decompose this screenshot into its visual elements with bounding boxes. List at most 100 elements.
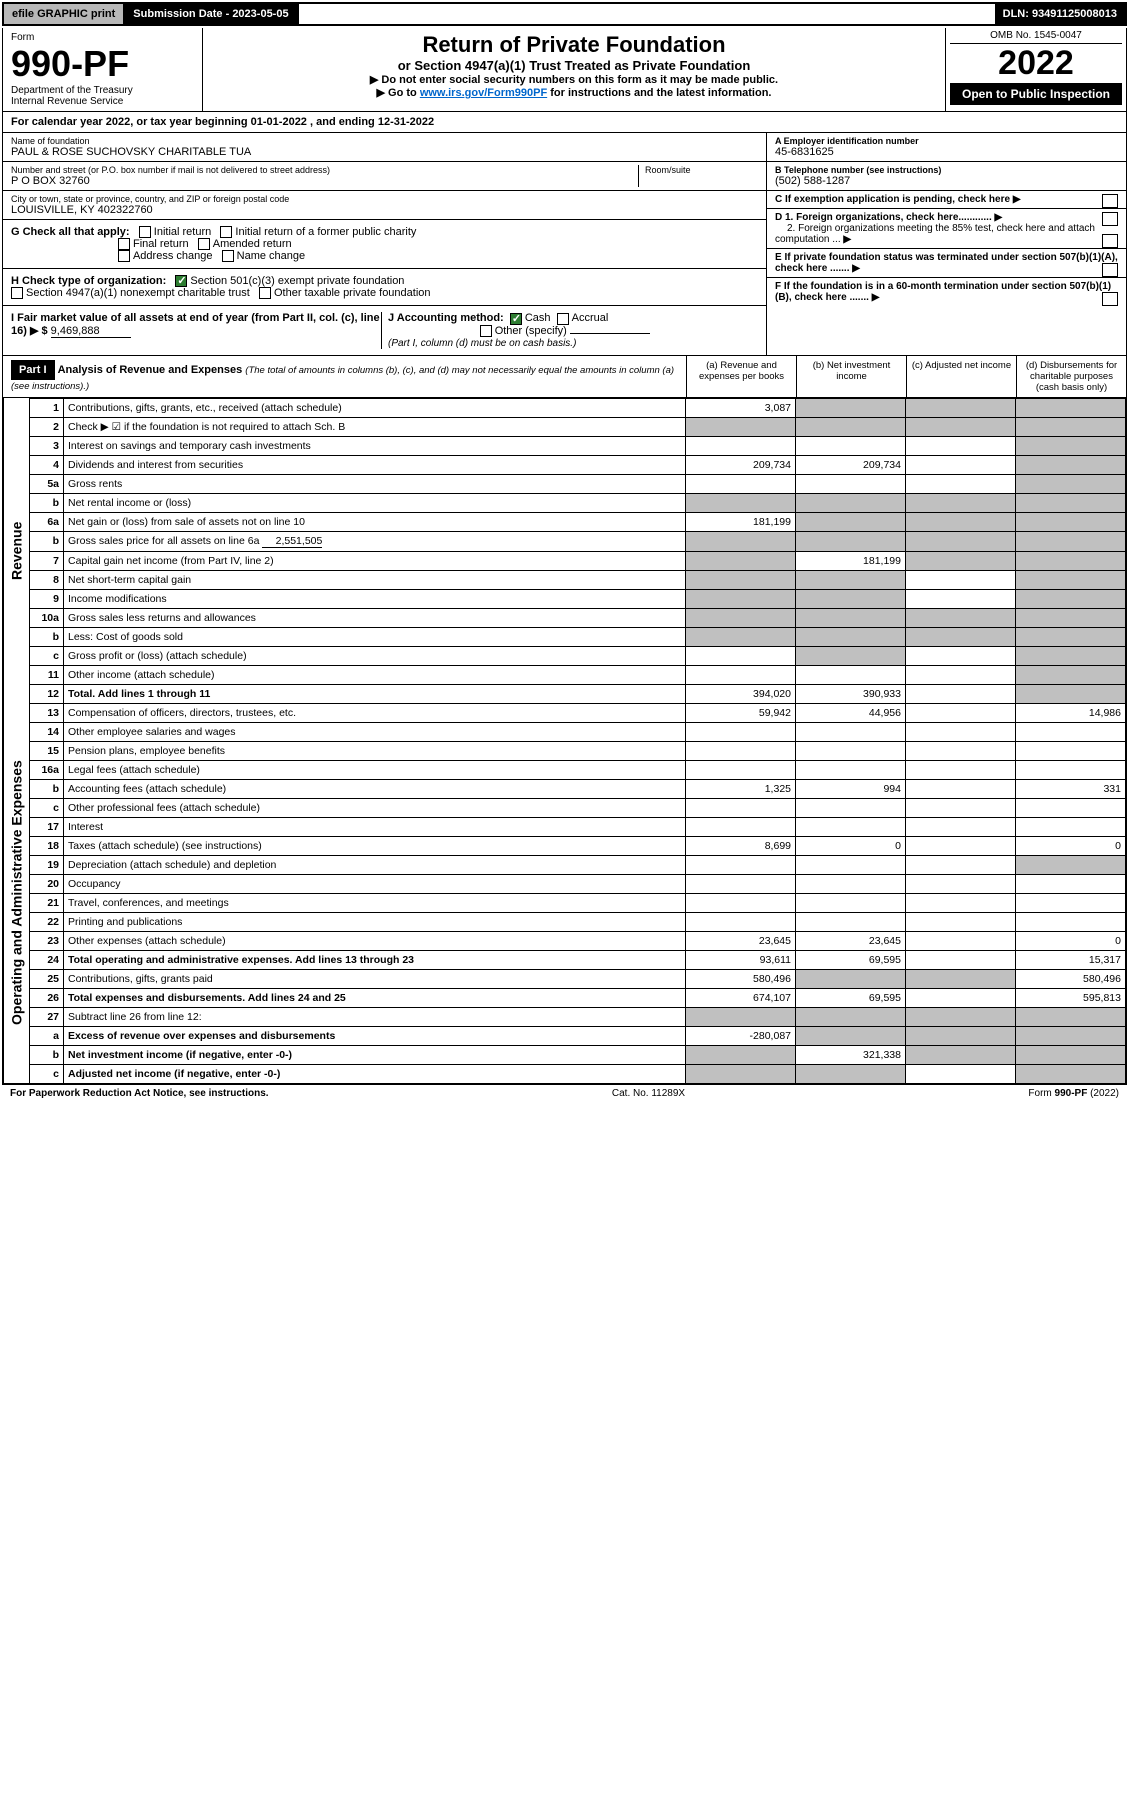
row-num: 14 [30,722,64,741]
h-label: H Check type of organization: [11,275,166,287]
e-checkbox[interactable] [1102,263,1118,277]
irs-label: Internal Revenue Service [11,96,194,107]
other-method-check[interactable] [480,325,492,337]
entity-left: Name of foundation PAUL & ROSE SUCHOVSKY… [3,133,766,355]
amount-cell: 3,087 [686,398,796,417]
j-accrual: Accrual [572,312,609,324]
amount-cell [1016,570,1126,589]
open-inspection: Open to Public Inspection [950,83,1122,105]
cal-mid: , and ending [310,116,378,128]
d1-checkbox[interactable] [1102,212,1118,226]
e-arrow: ▶ [852,263,860,274]
row-label: Total. Add lines 1 through 11 [64,684,686,703]
table-row: 10aGross sales less returns and allowanc… [4,608,1126,627]
amount-cell [906,1045,1016,1064]
name-change-check[interactable] [222,250,234,262]
row-num: b [30,627,64,646]
amount-cell: 595,813 [1016,988,1126,1007]
initial-former-check[interactable] [220,226,232,238]
g-check-row: G Check all that apply: Initial return I… [3,220,766,269]
row-label: Less: Cost of goods sold [64,627,686,646]
table-row: 15Pension plans, employee benefits [4,741,1126,760]
final-return-check[interactable] [118,238,130,250]
row-label: Depreciation (attach schedule) and deple… [64,855,686,874]
c-checkbox[interactable] [1102,194,1118,208]
d2-arrow: ▶ [843,234,851,245]
table-row: aExcess of revenue over expenses and dis… [4,1026,1126,1045]
amount-cell [906,1007,1016,1026]
tax-year: 2022 [950,44,1122,83]
amount-cell [796,570,906,589]
j-cash: Cash [525,312,551,324]
row-num: c [30,798,64,817]
efile-label: efile GRAPHIC print [4,4,125,24]
amount-cell [686,474,796,493]
amount-cell [686,1007,796,1026]
row-label: Interest on savings and temporary cash i… [64,436,686,455]
g-opt-3: Amended return [213,238,292,250]
table-row: cGross profit or (loss) (attach schedule… [4,646,1126,665]
amount-cell: 15,317 [1016,950,1126,969]
row-num: 11 [30,665,64,684]
d2-checkbox[interactable] [1102,234,1118,248]
amended-return-check[interactable] [198,238,210,250]
city-cell: City or town, state or province, country… [3,191,766,220]
table-row: 21Travel, conferences, and meetings [4,893,1126,912]
g-opt-5: Name change [237,250,306,262]
amount-cell: 674,107 [686,988,796,1007]
amount-cell [1016,455,1126,474]
amount-cell [906,627,1016,646]
amount-cell: 394,020 [686,684,796,703]
amount-cell [796,665,906,684]
row-label: Total expenses and disbursements. Add li… [64,988,686,1007]
initial-return-check[interactable] [139,226,151,238]
f-checkbox[interactable] [1102,292,1118,306]
amount-cell [796,531,906,551]
amount-cell [1016,646,1126,665]
address-change-check[interactable] [118,250,130,262]
accrual-check[interactable] [557,313,569,325]
foundation-name: PAUL & ROSE SUCHOVSKY CHARITABLE TUA [11,146,758,158]
row-label: Net investment income (if negative, ente… [64,1045,686,1064]
table-row: 17Interest [4,817,1126,836]
row-num: 1 [30,398,64,417]
amount-cell [796,874,906,893]
g-opt-1: Initial return of a former public charit… [235,226,416,238]
amount-cell [906,950,1016,969]
amount-cell [1016,627,1126,646]
row-label: Net rental income or (loss) [64,493,686,512]
form-subtitle: or Section 4947(a)(1) Trust Treated as P… [211,58,937,73]
row-label: Contributions, gifts, grants, etc., rece… [64,398,686,417]
foot-mid: Cat. No. 11289X [612,1088,685,1099]
cash-check[interactable] [510,313,522,325]
501c3-check[interactable] [175,275,187,287]
form-number: 990-PF [11,43,194,85]
amount-cell [906,1064,1016,1083]
table-row: 9Income modifications [4,589,1126,608]
form-link[interactable]: www.irs.gov/Form990PF [420,87,547,99]
amount-cell: 23,645 [796,931,906,950]
page-footer: For Paperwork Reduction Act Notice, see … [2,1085,1127,1102]
amount-cell [906,474,1016,493]
row-num: 21 [30,893,64,912]
address: P O BOX 32760 [11,175,638,187]
row-label: Other expenses (attach schedule) [64,931,686,950]
other-taxable-check[interactable] [259,287,271,299]
amount-cell: 1,325 [686,779,796,798]
amount-cell [1016,474,1126,493]
d1-label: D 1. Foreign organizations, check here..… [775,212,992,223]
amount-cell [906,874,1016,893]
4947-check[interactable] [11,287,23,299]
row-num: 9 [30,589,64,608]
amount-cell [1016,436,1126,455]
amount-cell [1016,722,1126,741]
amount-cell [906,988,1016,1007]
amount-cell [906,608,1016,627]
form-label: Form [11,32,194,43]
row-label: Contributions, gifts, grants paid [64,969,686,988]
table-row: bNet investment income (if negative, ent… [4,1045,1126,1064]
row-num: 10a [30,608,64,627]
row-label: Dividends and interest from securities [64,455,686,474]
f-label: F If the foundation is in a 60-month ter… [775,281,1111,303]
table-row: 16aLegal fees (attach schedule) [4,760,1126,779]
